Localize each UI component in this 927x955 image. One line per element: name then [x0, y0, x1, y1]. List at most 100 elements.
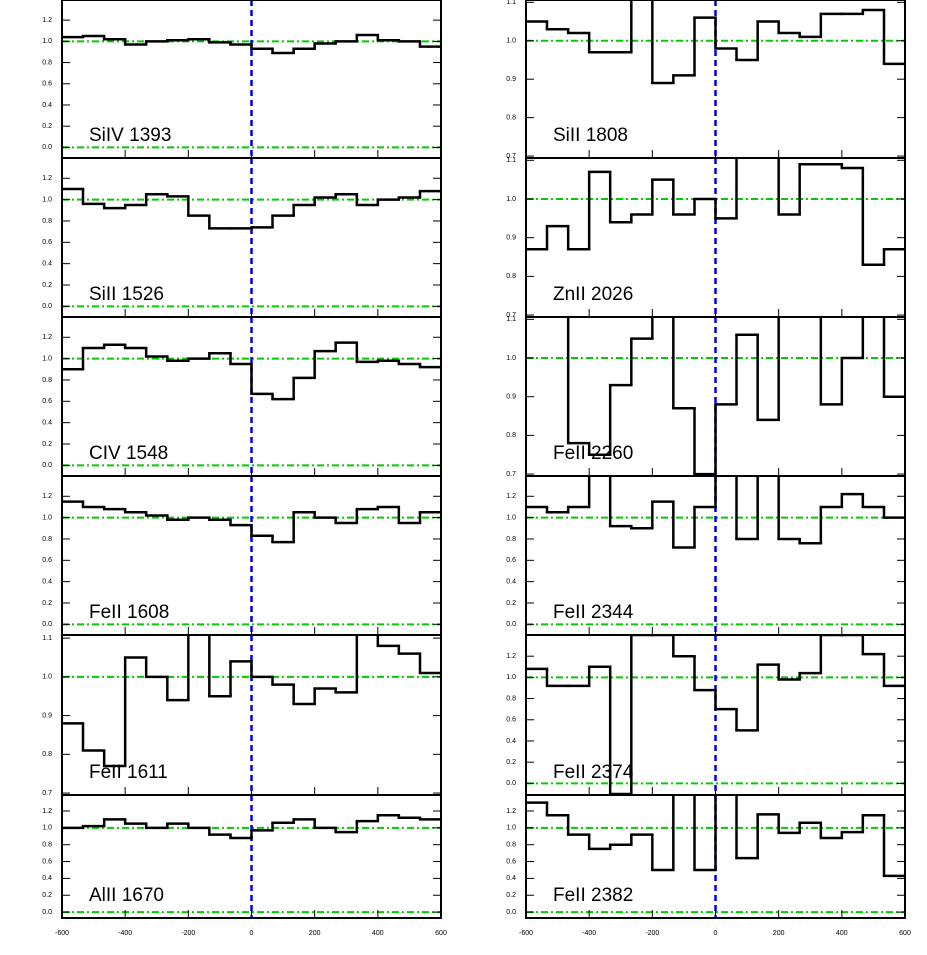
- y-tick-label: 0.7: [506, 312, 516, 319]
- y-tick-label: 0.8: [506, 273, 516, 280]
- line-label: FeII 2344: [553, 602, 634, 623]
- panel: 0.7 0.8 0.9 1.0 1.1 ZnII 2026: [506, 157, 906, 319]
- y-tick-label: 0.2: [42, 282, 52, 289]
- plot-area: [62, 0, 441, 158]
- panel: 0.0 0.2 0.4 0.6 0.8 1.0 1.2 -600 -400 -200 0 200 400…: [506, 794, 911, 937]
- y-tick-label: 0.6: [42, 858, 52, 865]
- x-tick-label: 600: [435, 930, 447, 937]
- y-tick-label: 0.4: [42, 578, 52, 585]
- panel: 0.0 0.2 0.4 0.6 0.8 1.0 1.2 CIV 1548: [42, 316, 442, 477]
- panel: 0.0 0.2 0.4 0.6 0.8 1.0 1.2 -600 -400 -200 0 200 400…: [42, 794, 447, 937]
- panel: 0.0 0.2 0.4 0.6 0.8 1.0 1.2 FeII 2344: [506, 475, 906, 636]
- y-tick-label: 0.0: [42, 303, 52, 310]
- y-tick-label: 0.9: [42, 712, 52, 719]
- y-tick-label: 1.2: [42, 334, 52, 341]
- x-tick-label: 400: [836, 930, 848, 937]
- line-label: AlII 1670: [89, 885, 164, 906]
- y-tick-label: 1.0: [42, 514, 52, 521]
- y-tick-label: 1.0: [42, 355, 52, 362]
- y-tick-label: 0.6: [42, 557, 52, 564]
- y-tick-label: 1.2: [506, 493, 516, 500]
- y-tick-label: 0.8: [506, 114, 516, 121]
- y-tick-label: 0.0: [506, 909, 516, 916]
- line-label: SiII 1808: [553, 125, 628, 146]
- panel: 0.7 0.8 0.9 1.0 1.1 FeII 1611: [42, 634, 442, 797]
- y-tick-label: 0.8: [506, 842, 516, 849]
- x-tick-label: 200: [309, 930, 321, 937]
- y-tick-label: 0.4: [42, 419, 52, 426]
- plot-area: [62, 635, 441, 795]
- y-tick-label: 0.9: [506, 235, 516, 242]
- x-tick-label: 600: [899, 930, 911, 937]
- y-tick-label: 0.6: [42, 398, 52, 405]
- y-tick-label: 0.6: [506, 717, 516, 724]
- plot-area: [526, 476, 905, 635]
- y-tick-label: 0.0: [42, 621, 52, 628]
- x-tick-label: 200: [773, 930, 785, 937]
- line-label: FeII 2374: [553, 762, 634, 783]
- y-tick-label: 0.8: [42, 842, 52, 849]
- y-tick-label: 0.6: [506, 858, 516, 865]
- y-tick-label: 1.0: [42, 38, 52, 45]
- line-label: FeII 2260: [553, 443, 633, 464]
- y-tick-label: 0.8: [42, 377, 52, 384]
- y-tick-label: 1.1: [506, 0, 516, 6]
- y-tick-label: 0.2: [42, 441, 52, 448]
- y-tick-label: 0.2: [506, 600, 516, 607]
- y-tick-label: 0.2: [42, 600, 52, 607]
- plot-area: [62, 317, 441, 476]
- y-tick-label: 1.2: [506, 653, 516, 660]
- y-tick-label: 1.1: [506, 157, 516, 164]
- line-label: SiIV 1393: [89, 125, 171, 146]
- y-tick-label: 1.2: [506, 808, 516, 815]
- y-tick-label: 0.8: [42, 218, 52, 225]
- x-tick-label: -200: [645, 930, 659, 937]
- y-tick-label: 0.6: [42, 239, 52, 246]
- y-tick-label: 0.7: [506, 471, 516, 478]
- y-tick-label: 0.6: [506, 557, 516, 564]
- y-tick-label: 1.0: [506, 196, 516, 203]
- line-label: SiII 1526: [89, 284, 164, 305]
- y-tick-label: 0.8: [42, 536, 52, 543]
- y-tick-label: 0.2: [506, 759, 516, 766]
- x-tick-label: 0: [250, 930, 254, 937]
- y-tick-label: 1.2: [42, 175, 52, 182]
- line-label: FeII 1611: [89, 762, 168, 783]
- x-tick-label: -600: [55, 930, 69, 937]
- y-tick-label: 1.0: [506, 514, 516, 521]
- y-tick-label: 0.9: [506, 76, 516, 83]
- y-tick-label: 1.0: [506, 355, 516, 362]
- y-tick-label: 1.0: [42, 196, 52, 203]
- y-tick-label: 0.4: [42, 102, 52, 109]
- y-tick-label: 1.1: [506, 316, 516, 323]
- panel: 0.7 0.8 0.9 1.0 1.1 FeII 2260: [506, 316, 906, 478]
- plot-area: [526, 635, 905, 795]
- line-label: FeII 1608: [89, 602, 169, 623]
- y-tick-label: 0.2: [42, 123, 52, 130]
- y-tick-label: 1.0: [42, 674, 52, 681]
- y-tick-label: 0.0: [506, 621, 516, 628]
- panel: 0.0 0.2 0.4 0.6 0.8 1.0 1.2 FeII 1608: [42, 475, 442, 636]
- y-tick-label: 0.0: [506, 780, 516, 787]
- y-tick-label: 0.7: [42, 790, 52, 797]
- x-tick-label: -400: [582, 930, 596, 937]
- y-tick-label: 0.2: [506, 892, 516, 899]
- y-tick-label: 0.0: [42, 909, 52, 916]
- y-tick-label: 0.4: [506, 875, 516, 882]
- y-tick-label: 0.4: [42, 875, 52, 882]
- x-tick-label: 0: [714, 930, 718, 937]
- y-tick-label: 0.8: [42, 59, 52, 66]
- y-tick-label: 1.0: [42, 825, 52, 832]
- x-tick-label: -400: [118, 930, 132, 937]
- y-tick-label: 1.1: [42, 635, 52, 642]
- line-label: FeII 2382: [553, 885, 633, 906]
- y-tick-label: 0.8: [506, 695, 516, 702]
- y-tick-label: 1.2: [42, 493, 52, 500]
- y-tick-label: 1.2: [42, 808, 52, 815]
- plot-area: [62, 158, 441, 317]
- line-label: ZnII 2026: [553, 284, 633, 305]
- line-label: CIV 1548: [89, 443, 168, 464]
- y-tick-label: 0.8: [42, 751, 52, 758]
- y-tick-label: 0.0: [42, 462, 52, 469]
